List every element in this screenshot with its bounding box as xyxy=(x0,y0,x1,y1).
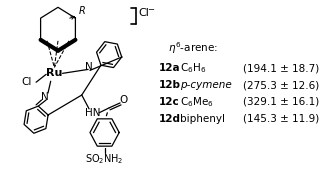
Text: $\eta^6$-arene:: $\eta^6$-arene: xyxy=(168,40,218,56)
Text: 12c: 12c xyxy=(158,97,179,107)
Text: O: O xyxy=(120,95,128,105)
Text: Cl: Cl xyxy=(138,8,149,18)
Text: 12d: 12d xyxy=(158,114,181,124)
Text: (145.3 ± 11.9): (145.3 ± 11.9) xyxy=(244,114,320,124)
Text: N: N xyxy=(85,62,93,72)
Text: 12b: 12b xyxy=(158,80,181,90)
Text: SO$_2$NH$_2$: SO$_2$NH$_2$ xyxy=(85,152,124,166)
Text: R: R xyxy=(78,6,85,16)
Text: HN: HN xyxy=(85,108,100,118)
Text: biphenyl: biphenyl xyxy=(181,114,225,124)
Text: C$_6$H$_6$: C$_6$H$_6$ xyxy=(181,61,207,75)
Text: p-cymene: p-cymene xyxy=(181,80,232,90)
Text: (194.1 ± 18.7): (194.1 ± 18.7) xyxy=(244,63,320,74)
Text: (275.3 ± 12.6): (275.3 ± 12.6) xyxy=(244,80,320,90)
Text: Ru: Ru xyxy=(46,68,63,78)
Text: N: N xyxy=(41,92,49,102)
Text: C$_6$Me$_6$: C$_6$Me$_6$ xyxy=(181,95,214,109)
Text: (329.1 ± 16.1): (329.1 ± 16.1) xyxy=(244,97,320,107)
Text: −: − xyxy=(148,5,154,14)
Text: 12a: 12a xyxy=(158,63,180,74)
Text: Cl: Cl xyxy=(22,77,32,87)
